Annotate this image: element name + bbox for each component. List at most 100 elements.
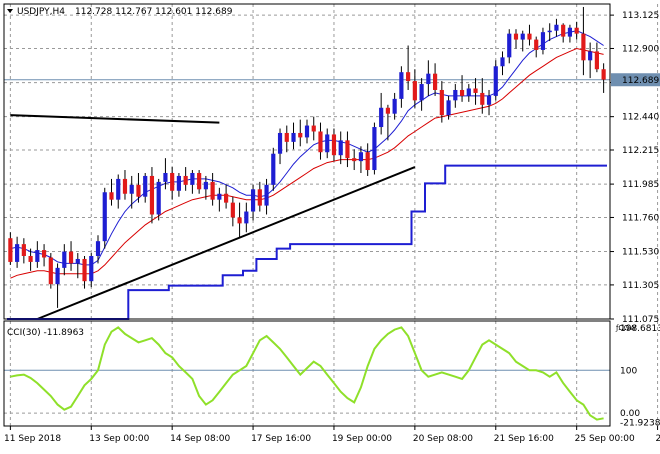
candle-body-up <box>277 132 283 154</box>
candle-body-down <box>183 175 188 185</box>
candle-body-down <box>406 72 411 82</box>
candle-body-up <box>392 98 397 114</box>
time-tick-label: 14 Sep 08:00 <box>170 434 230 444</box>
collapse-triangle-icon[interactable] <box>7 9 13 13</box>
candle-body-down <box>581 33 586 61</box>
trendline <box>36 166 416 320</box>
candle-body-up <box>500 57 505 67</box>
candle-body-up <box>75 258 80 264</box>
candle-body-up <box>291 132 296 142</box>
price-tick-label: 111.760 <box>622 213 659 223</box>
candle-body-up <box>507 33 512 58</box>
time-tick-label: 20 Sep 08:00 <box>413 434 473 444</box>
time-tick-label: 26 Sep 08:00 <box>656 434 660 444</box>
candle-body-up <box>62 251 67 268</box>
candle-body-down <box>48 257 53 285</box>
trendline <box>10 114 220 124</box>
ohlc-label: 112.728 112.767 112.601 112.689 <box>75 7 233 17</box>
cci-tick-label: -21.9238 <box>620 419 660 429</box>
candle-body-up <box>35 250 40 262</box>
candle-body-down <box>82 258 87 282</box>
candle-body-down <box>284 132 289 142</box>
candle-body-up <box>325 134 330 153</box>
candle-body-down <box>594 51 599 70</box>
symbol-label: USDJPY,H4 <box>17 7 65 17</box>
candle-body-up <box>163 172 168 182</box>
candle-body-up <box>426 73 431 85</box>
candle-body-up <box>271 153 276 185</box>
time-tick-label: 21 Sep 16:00 <box>494 434 554 444</box>
candle-body-up <box>15 244 20 262</box>
candle-body-up <box>156 181 161 215</box>
price-tick-label: 111.305 <box>622 281 659 291</box>
candle-body-down <box>28 256 33 262</box>
candle-body-down <box>365 152 370 171</box>
candle-body-down <box>459 89 465 96</box>
price-tick-label: 111.985 <box>622 180 659 190</box>
candle-body-up <box>95 241 101 256</box>
cci-pane-frame <box>3 320 611 427</box>
candle-body-up <box>554 24 559 31</box>
candle-body-up <box>399 72 404 99</box>
current-price-tag <box>611 73 660 87</box>
candle-body-up <box>89 256 94 282</box>
candle-body-up <box>466 88 471 96</box>
candle-body-up <box>264 184 269 206</box>
candle-body-up <box>547 30 552 33</box>
candle-body-up <box>540 32 546 50</box>
candle-body-down <box>170 172 175 191</box>
candle-body-up <box>453 89 458 101</box>
candle-body-down <box>480 92 485 105</box>
cci-tick-label: 100 <box>620 366 637 376</box>
candle-body-up <box>520 33 525 40</box>
candle-body-up <box>446 100 451 116</box>
candle-body-down <box>41 250 47 258</box>
cci-axis: 198.6813 100 0.00-21.9238 <box>620 324 660 429</box>
price-tick-label: 113.125 <box>622 11 659 21</box>
candle-body-down <box>561 24 566 37</box>
candle-body-up <box>203 181 208 190</box>
candle-body-down <box>210 181 215 200</box>
candle-body-down <box>345 140 350 159</box>
cci-tick-label: 198.6813 <box>620 324 660 334</box>
candle-body-down <box>433 73 438 90</box>
candle-body-down <box>513 33 519 40</box>
candle-body-down <box>136 184 141 197</box>
candle-body-up <box>244 211 249 224</box>
candle-body-up <box>358 152 364 162</box>
candle-body-up <box>190 172 195 185</box>
candle-body-down <box>8 238 13 262</box>
cci-label: CCI(30) -11.8963 <box>7 328 84 338</box>
trendlines <box>10 114 416 320</box>
candle-body-down <box>412 81 417 101</box>
fast-ma-series <box>10 30 604 266</box>
candle-body-down <box>534 39 539 50</box>
candle-body-up <box>176 175 181 191</box>
candle-body-up <box>129 184 134 194</box>
candle-body-up <box>588 51 593 61</box>
candle-body-up <box>493 66 498 96</box>
candle-body-up <box>250 189 256 212</box>
candle-body-up <box>102 192 107 242</box>
candle-body-down <box>237 217 242 224</box>
candle-body-down <box>21 244 26 256</box>
main-pane-frame <box>3 3 611 320</box>
candle-body-up <box>372 127 377 171</box>
time-axis: 11 Sep 2018 13 Sep 00:00 14 Sep 08:00 17 Se… <box>4 426 660 444</box>
candle-body-down <box>473 88 478 93</box>
time-tick-label: 19 Sep 00:00 <box>332 434 392 444</box>
time-tick-label: 13 Sep 00:00 <box>89 434 149 444</box>
candle-body-up <box>304 125 310 138</box>
candle-body-down <box>197 172 202 190</box>
candle-body-up <box>217 193 222 200</box>
candle-body-up <box>338 140 343 156</box>
candle-body-down <box>352 158 357 162</box>
candle-body-down <box>230 202 235 218</box>
candle-body-up <box>419 84 424 101</box>
price-tick-label: 111.075 <box>622 315 659 325</box>
candle-body-down <box>298 132 303 138</box>
indicator-corner-label: ƒΩΩW <box>615 324 636 332</box>
candle-body-down <box>311 125 316 132</box>
candle-body-down <box>439 89 444 116</box>
